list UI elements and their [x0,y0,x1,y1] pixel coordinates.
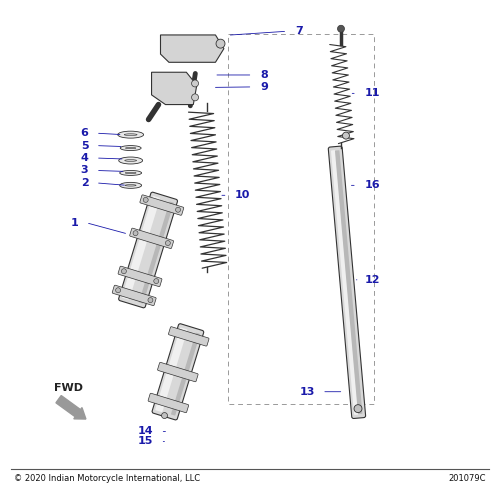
Ellipse shape [120,182,142,188]
Text: 12: 12 [364,275,380,285]
Circle shape [342,132,349,139]
Circle shape [192,80,198,87]
Circle shape [338,26,344,32]
Text: 8: 8 [260,70,268,80]
FancyBboxPatch shape [152,324,204,420]
Circle shape [192,94,198,101]
Text: 16: 16 [364,180,380,190]
Ellipse shape [124,160,136,162]
Text: 201079C: 201079C [448,474,486,483]
Text: 10: 10 [235,190,250,200]
FancyBboxPatch shape [118,192,178,308]
Text: 5: 5 [81,140,88,150]
FancyBboxPatch shape [130,228,174,248]
Circle shape [122,268,126,274]
Ellipse shape [118,157,142,164]
Polygon shape [152,72,197,104]
Circle shape [116,288,120,292]
FancyBboxPatch shape [156,328,188,412]
FancyBboxPatch shape [331,150,358,415]
FancyBboxPatch shape [112,285,156,306]
Text: 15: 15 [138,436,153,446]
FancyBboxPatch shape [328,146,366,418]
Text: FWD: FWD [54,383,82,393]
Ellipse shape [120,170,142,175]
FancyBboxPatch shape [171,332,200,415]
FancyArrow shape [56,396,86,419]
Text: 1: 1 [70,218,78,228]
Circle shape [154,278,158,283]
Circle shape [354,404,362,412]
Text: 13: 13 [300,386,314,396]
Text: 4: 4 [80,153,88,163]
Circle shape [133,230,138,235]
Text: 11: 11 [364,88,380,99]
Text: © 2020 Indian Motorcycle International, LLC: © 2020 Indian Motorcycle International, … [14,474,200,483]
Ellipse shape [124,134,137,136]
FancyBboxPatch shape [139,202,174,304]
Text: 6: 6 [80,128,88,138]
Text: 2: 2 [80,178,88,188]
Ellipse shape [125,184,136,186]
Text: 14: 14 [138,426,153,436]
FancyBboxPatch shape [148,394,188,412]
Circle shape [216,39,225,48]
Text: 3: 3 [81,166,88,175]
Circle shape [162,412,168,418]
Circle shape [143,198,148,202]
Bar [228,34,374,404]
Circle shape [176,208,180,212]
FancyBboxPatch shape [168,326,209,346]
Ellipse shape [125,172,136,174]
Circle shape [148,298,153,302]
Circle shape [166,240,170,246]
FancyBboxPatch shape [335,150,362,414]
FancyBboxPatch shape [122,196,160,300]
FancyBboxPatch shape [118,266,162,286]
Text: 7: 7 [295,26,302,36]
Polygon shape [160,35,224,62]
FancyBboxPatch shape [158,362,198,382]
FancyBboxPatch shape [140,195,184,216]
Ellipse shape [118,131,144,138]
Text: 9: 9 [260,82,268,92]
Ellipse shape [120,146,141,150]
